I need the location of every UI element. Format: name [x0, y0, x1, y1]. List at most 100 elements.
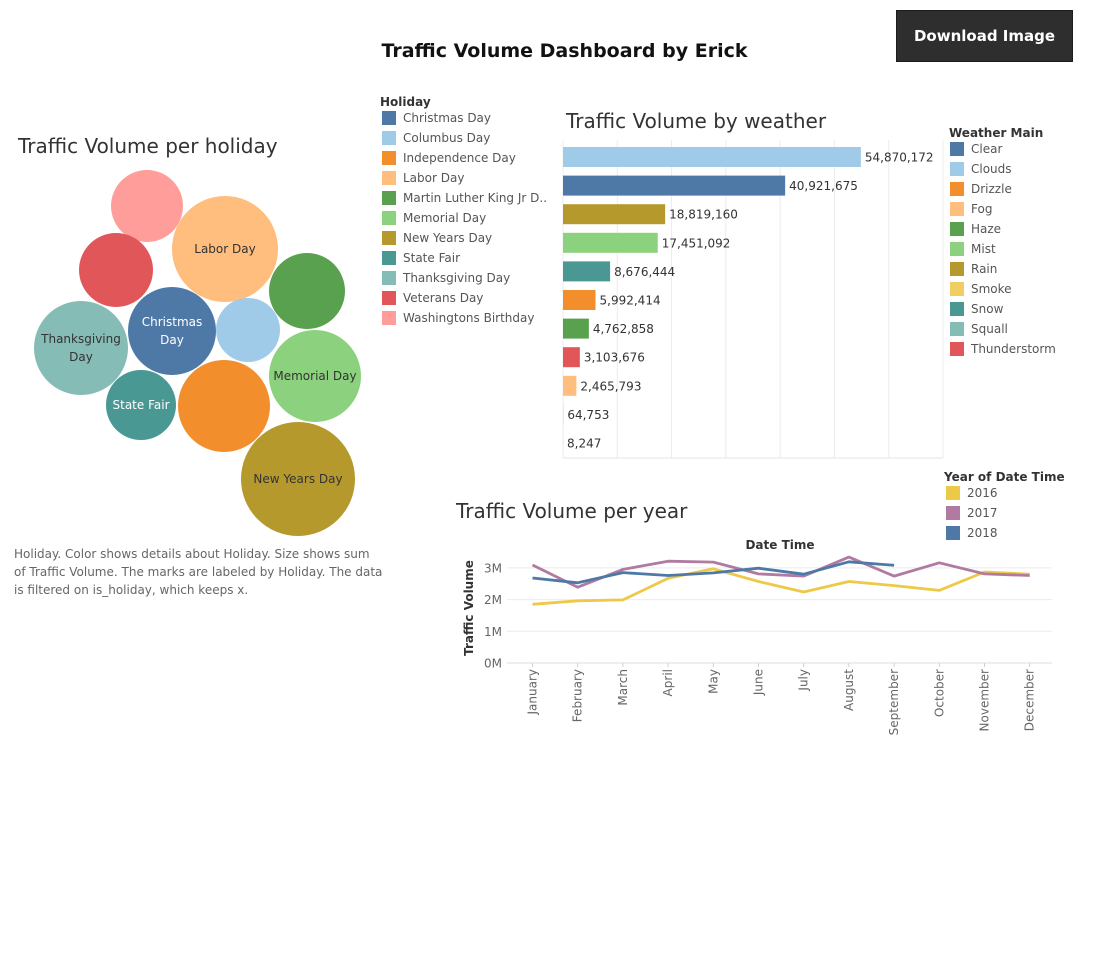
year-line-2016[interactable]	[532, 567, 1030, 606]
bubble-unlabeled-2[interactable]	[79, 233, 153, 307]
weather-bar-fog[interactable]	[563, 375, 577, 396]
holiday-legend-item-labor-day[interactable]: Labor Day	[382, 171, 464, 185]
weather-legend: Clear Clouds Drizzle Fog Haze Mist Rain Smoke Sn…	[950, 142, 1090, 362]
legend-label: New Years Day	[403, 231, 493, 245]
download-image-button[interactable]: Download Image	[896, 10, 1073, 62]
year-x-tick-label: June	[752, 669, 766, 696]
bubble-labor-day[interactable]: Labor Day	[172, 196, 278, 302]
legend-label: Haze	[971, 222, 1002, 236]
weather-legend-title: Weather Main	[949, 126, 1044, 140]
bubble-circle	[269, 330, 361, 422]
year-line-chart: Date Time Traffic Volume 0M 1M 2M 3M Januar…	[462, 538, 1052, 735]
holiday-legend-item-memorial-day[interactable]: Memorial Day	[382, 211, 486, 225]
holiday-legend: Christmas Day Columbus Day Independence Da…	[382, 111, 552, 331]
legend-swatch	[950, 342, 964, 356]
bubble-circle	[111, 170, 183, 242]
legend-swatch	[382, 211, 396, 225]
bubble-label: Christmas Day	[142, 315, 203, 347]
legend-swatch	[382, 311, 396, 325]
legend-swatch	[382, 131, 396, 145]
year-y-tick-label: 3M	[484, 561, 502, 575]
weather-bar-mist[interactable]	[563, 232, 658, 253]
holiday-legend-item-thanksgiving-day[interactable]: Thanksgiving Day	[382, 271, 510, 285]
weather-bar-rain[interactable]	[563, 204, 666, 225]
legend-swatch	[382, 291, 396, 305]
weather-bar-value-label: 3,103,676	[584, 351, 645, 365]
weather-legend-item-fog[interactable]: Fog	[950, 202, 992, 216]
weather-bar-chart: 54,870,172 40,921,675 18,819,160 17,451,092…	[562, 140, 944, 459]
year-legend-title: Year of Date Time	[944, 470, 1065, 484]
holiday-legend-item-veterans-day[interactable]: Veterans Day	[382, 291, 483, 305]
weather-legend-item-mist[interactable]: Mist	[950, 242, 996, 256]
legend-label: Clear	[971, 142, 1003, 156]
weather-bar-thunderstorm[interactable]	[563, 347, 580, 368]
legend-swatch	[950, 142, 964, 156]
bubble-thanksgiving-day[interactable]: Thanksgiving Day	[34, 301, 128, 395]
legend-swatch	[946, 486, 960, 500]
legend-swatch	[382, 251, 396, 265]
bubble-unlabeled-3[interactable]	[269, 253, 345, 329]
weather-legend-item-drizzle[interactable]: Drizzle	[950, 182, 1012, 196]
year-x-tick-label: October	[932, 669, 946, 717]
year-x-tick-label: March	[616, 669, 630, 706]
weather-legend-item-squall[interactable]: Squall	[950, 322, 1008, 336]
legend-label: Squall	[971, 322, 1008, 336]
weather-legend-item-thunderstorm[interactable]: Thunderstorm	[950, 342, 1056, 356]
holiday-legend-item-washingtons-birthday[interactable]: Washingtons Birthday	[382, 311, 534, 325]
weather-bar-drizzle[interactable]	[563, 290, 596, 310]
holiday-legend-item-columbus-day[interactable]: Columbus Day	[382, 131, 490, 145]
bubble-unlabeled-0[interactable]	[111, 170, 183, 242]
legend-label: Labor Day	[403, 171, 465, 185]
holiday-legend-item-new-years-day[interactable]: New Years Day	[382, 231, 492, 245]
weather-legend-item-snow[interactable]: Snow	[950, 302, 1003, 316]
year-legend-item-2017[interactable]: 2017	[946, 506, 998, 520]
year-line-2018[interactable]	[532, 560, 895, 585]
weather-bar-haze[interactable]	[563, 318, 589, 339]
weather-bar-clouds[interactable]	[563, 147, 861, 167]
bubble-new-years-day[interactable]: New Years Day	[241, 422, 355, 536]
weather-bar-value-label: 8,676,444	[614, 265, 675, 279]
legend-swatch	[950, 302, 964, 316]
bubble-circle	[241, 422, 355, 536]
year-y-tick-label: 0M	[484, 657, 502, 671]
holiday-legend-item-christmas-day[interactable]: Christmas Day	[382, 111, 491, 125]
legend-label: Thanksgiving Day	[403, 271, 511, 285]
weather-legend-item-clear[interactable]: Clear	[950, 142, 1002, 156]
legend-swatch	[950, 202, 964, 216]
legend-label: Independence Day	[403, 151, 516, 165]
bubble-memorial-day[interactable]: Memorial Day	[269, 330, 361, 422]
weather-legend-item-smoke[interactable]: Smoke	[950, 282, 1012, 296]
bubble-unlabeled-9[interactable]	[178, 360, 270, 452]
weather-bar-snow[interactable]	[563, 261, 611, 282]
legend-swatch	[950, 282, 964, 296]
bubble-christmas-day[interactable]: Christmas Day	[128, 287, 216, 375]
year-y-tick-label: 2M	[484, 593, 502, 607]
bubble-state-fair[interactable]: State Fair	[106, 370, 176, 440]
holiday-legend-item-martin-luther-king-jr-d[interactable]: Martin Luther King Jr D..	[382, 191, 547, 205]
legend-swatch	[950, 242, 964, 256]
year-legend: 2016 2017 2018	[946, 486, 1086, 546]
year-legend-item-2018[interactable]: 2018	[946, 526, 998, 540]
holiday-legend-item-independence-day[interactable]: Independence Day	[382, 151, 516, 165]
bubble-circle	[178, 360, 270, 452]
legend-label: Christmas Day	[403, 111, 492, 125]
holiday-legend-item-state-fair[interactable]: State Fair	[382, 251, 460, 265]
weather-bar-value-label: 4,762,858	[593, 322, 654, 336]
year-legend-item-2016[interactable]: 2016	[946, 486, 998, 500]
weather-bar-clear[interactable]	[563, 175, 786, 196]
bubble-label: Memorial Day	[273, 369, 356, 383]
legend-label: Columbus Day	[403, 131, 491, 145]
legend-swatch	[946, 526, 960, 540]
weather-legend-item-rain[interactable]: Rain	[950, 262, 997, 276]
legend-label: Memorial Day	[403, 211, 487, 225]
legend-label: Martin Luther King Jr D..	[403, 191, 548, 205]
weather-legend-item-haze[interactable]: Haze	[950, 222, 1001, 236]
year-line-2017[interactable]	[531, 555, 1030, 589]
legend-label: 2017	[967, 506, 998, 520]
bubble-circle	[34, 301, 128, 395]
weather-bar-value-label: 18,819,160	[669, 208, 738, 222]
weather-sheet-title: Traffic Volume by weather	[566, 109, 827, 133]
weather-legend-item-clouds[interactable]: Clouds	[950, 162, 1012, 176]
bubble-unlabeled-5[interactable]	[216, 298, 280, 362]
legend-label: State Fair	[403, 251, 460, 265]
